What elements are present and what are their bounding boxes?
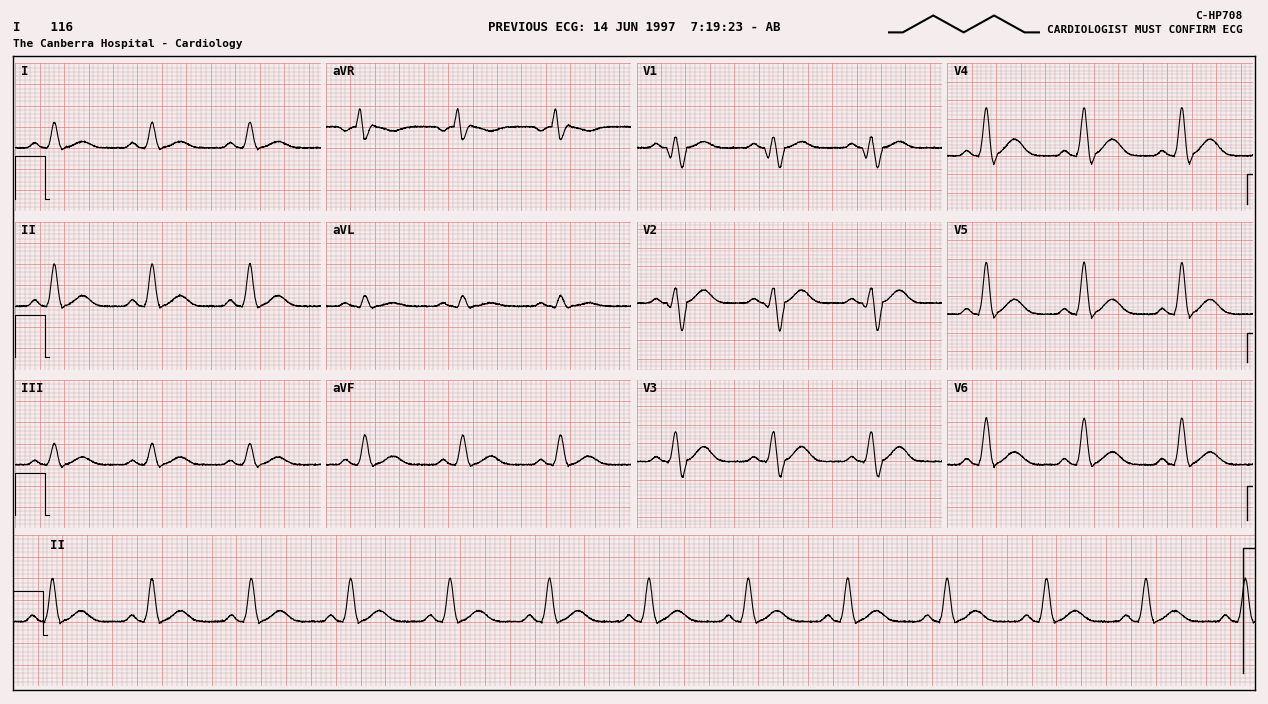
- Text: III: III: [22, 382, 44, 395]
- Text: V5: V5: [954, 224, 969, 237]
- Text: II: II: [49, 539, 65, 553]
- Text: C-HP708: C-HP708: [1196, 11, 1243, 20]
- Text: aVR: aVR: [332, 65, 355, 78]
- Text: CARDIOLOGIST MUST CONFIRM ECG: CARDIOLOGIST MUST CONFIRM ECG: [1047, 25, 1243, 34]
- Text: I: I: [22, 65, 29, 78]
- Text: I    116: I 116: [13, 21, 72, 34]
- Text: V2: V2: [643, 224, 658, 237]
- Text: V6: V6: [954, 382, 969, 395]
- Text: V4: V4: [954, 65, 969, 78]
- Text: aVF: aVF: [332, 382, 355, 395]
- Text: II: II: [22, 224, 37, 237]
- Text: V3: V3: [643, 382, 658, 395]
- Text: The Canberra Hospital - Cardiology: The Canberra Hospital - Cardiology: [13, 39, 242, 49]
- Text: V1: V1: [643, 65, 658, 78]
- Text: PREVIOUS ECG: 14 JUN 1997  7:19:23 - AB: PREVIOUS ECG: 14 JUN 1997 7:19:23 - AB: [488, 21, 780, 34]
- Text: aVL: aVL: [332, 224, 355, 237]
